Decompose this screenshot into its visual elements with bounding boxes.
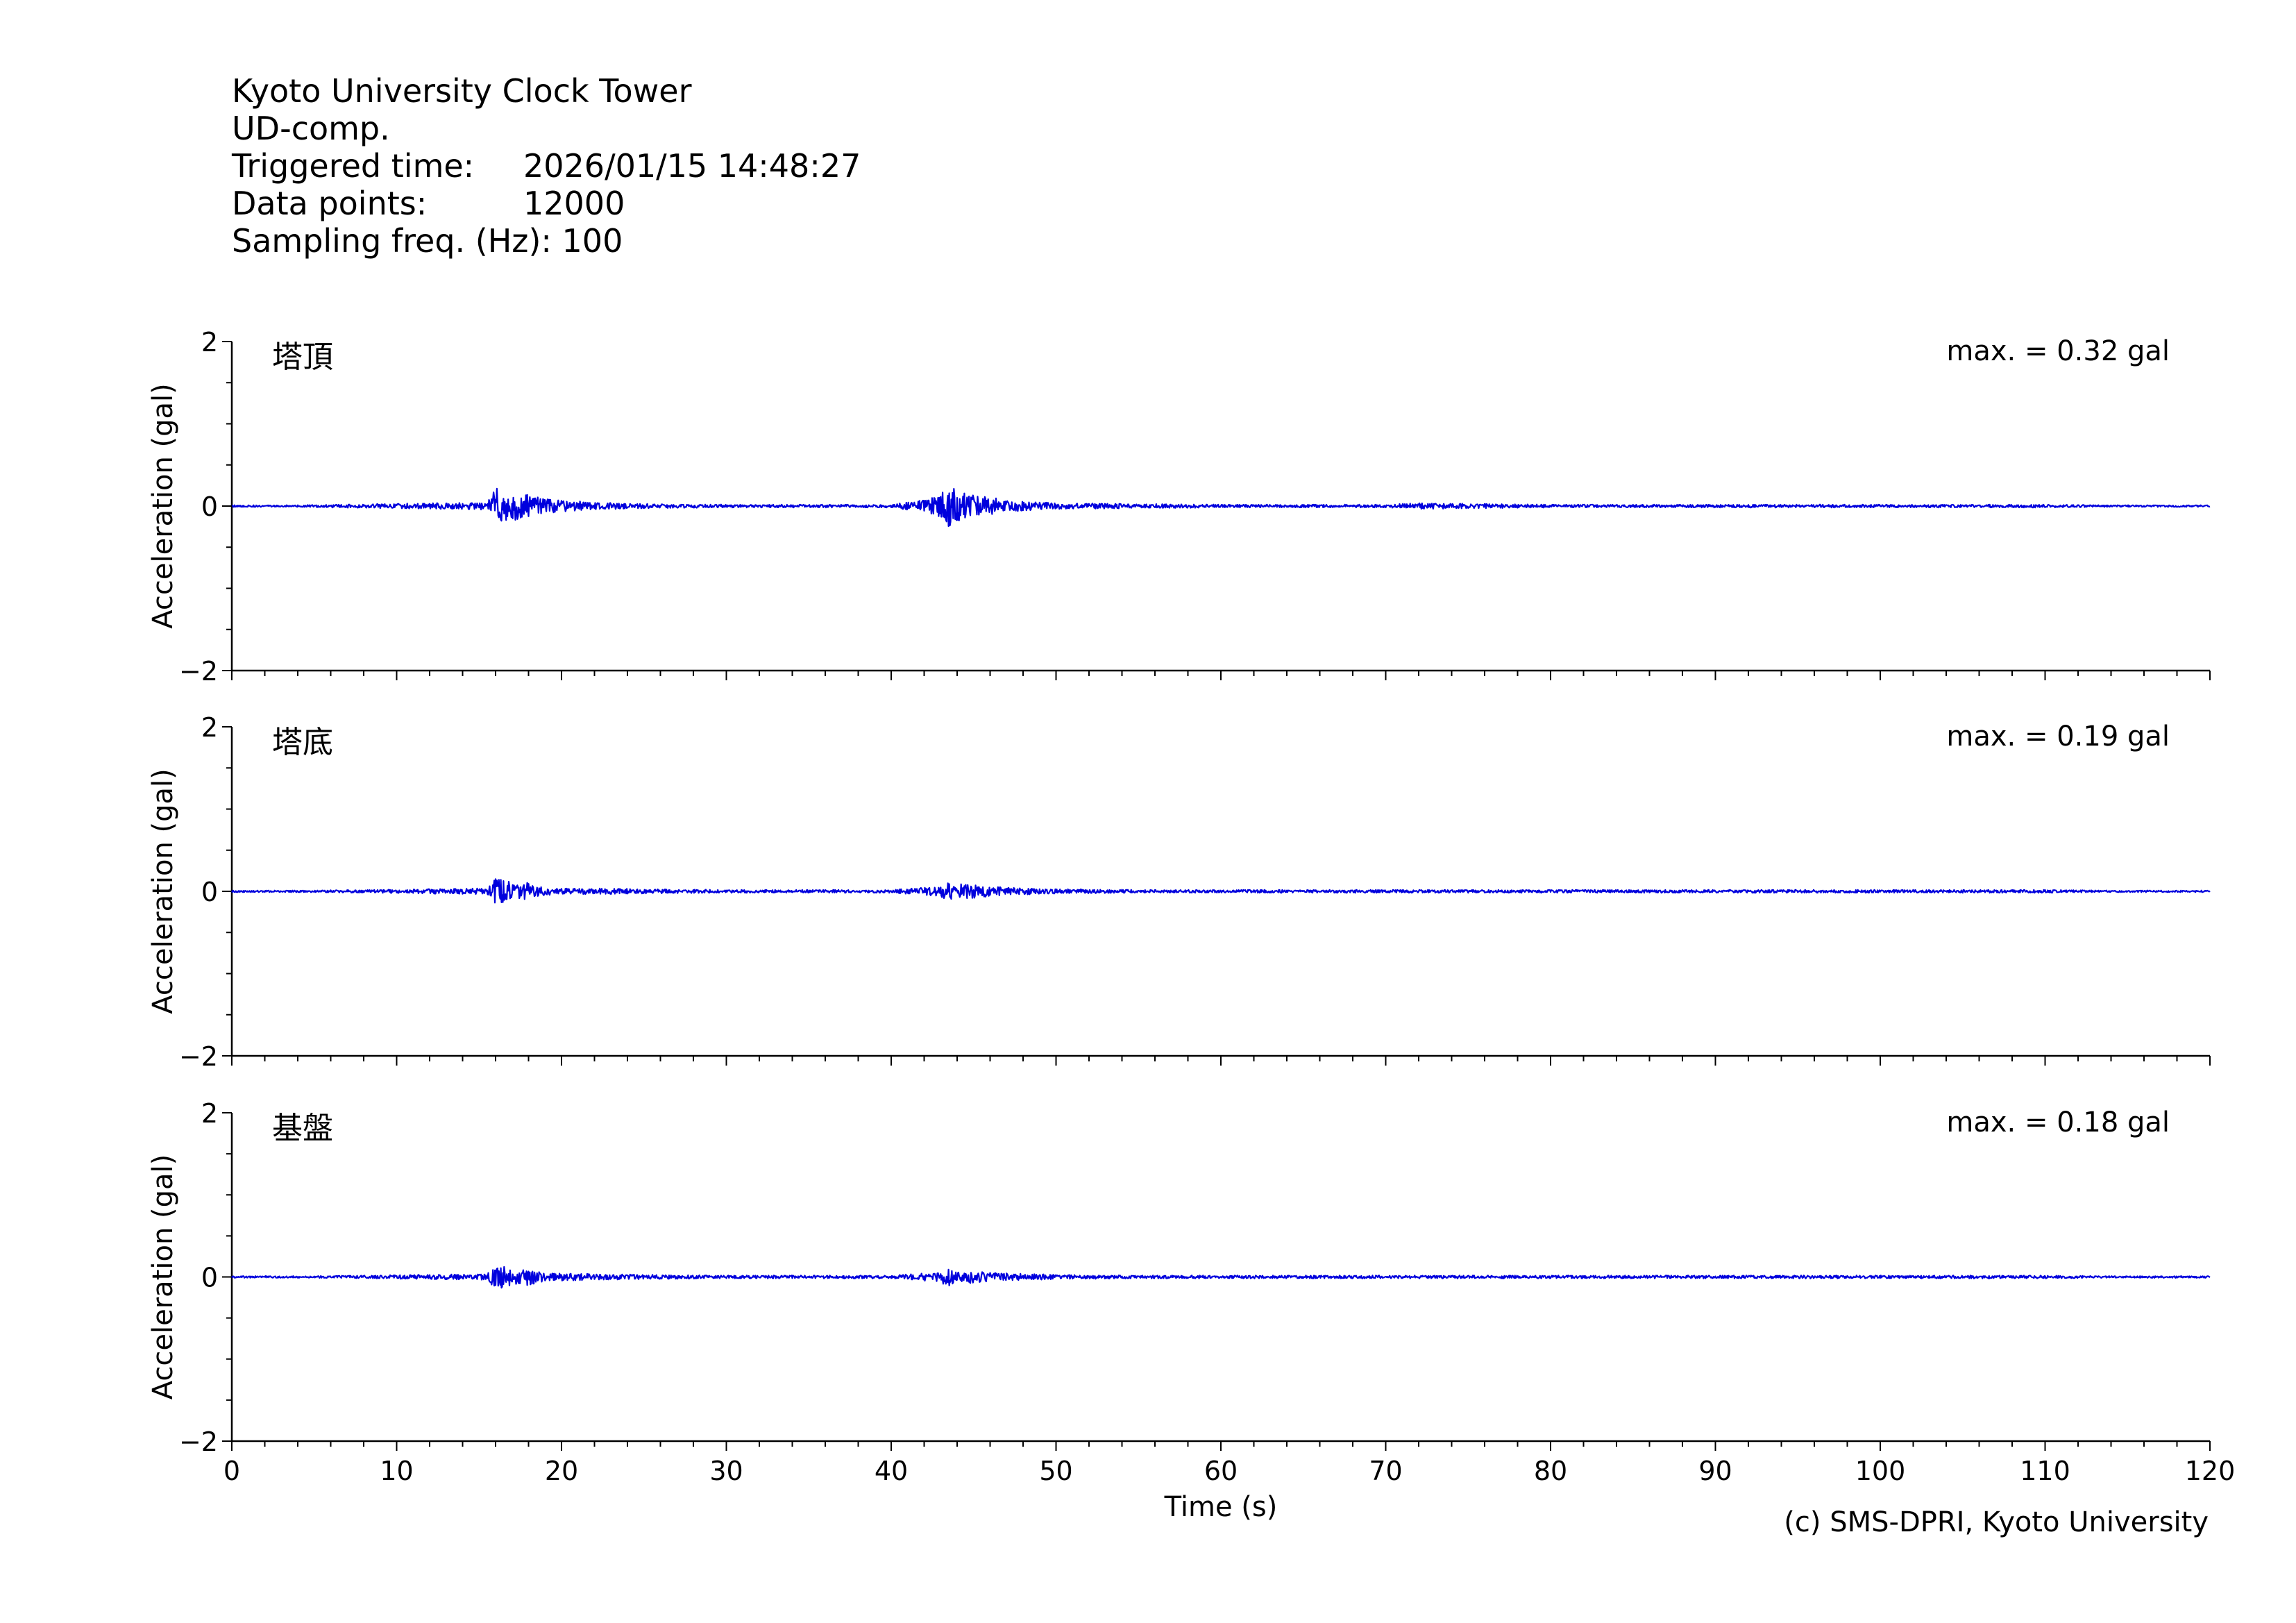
triggered-time-label: Triggered time: (232, 147, 475, 185)
x-tick-label: 30 (709, 1456, 743, 1486)
data-points-value: 12000 (523, 185, 625, 222)
sampling-freq-row: Sampling freq. (Hz): 100 (232, 222, 861, 260)
sampling-freq-label: Sampling freq. (Hz): (232, 222, 552, 260)
x-tick-label: 10 (380, 1456, 413, 1486)
x-tick-label: 50 (1039, 1456, 1072, 1486)
data-points-label: Data points: (232, 185, 428, 222)
y-axis-label: Acceleration (gal) (147, 1154, 179, 1400)
max-value-label: max. = 0.19 gal (1946, 721, 2170, 752)
x-tick-label: 40 (875, 1456, 908, 1486)
record-header: Kyoto University Clock Tower UD-comp. Tr… (232, 72, 861, 260)
y-tick-label: 0 (201, 877, 218, 907)
panel-label: 塔頂 (272, 339, 333, 375)
y-tick-label: 2 (201, 1098, 218, 1129)
x-tick-label: 60 (1204, 1456, 1238, 1486)
copyright-credit: (c) SMS-DPRI, Kyoto University (1784, 1506, 2209, 1538)
triggered-time-value: 2026/01/15 14:48:27 (523, 147, 861, 185)
y-tick-label: 2 (201, 712, 218, 743)
panel-label: 基盤 (272, 1111, 333, 1146)
y-tick-label: −2 (179, 1041, 218, 1072)
x-axis-label: Time (s) (1164, 1491, 1278, 1523)
max-value-label: max. = 0.18 gal (1946, 1107, 2170, 1138)
waveform-trace (231, 487, 2211, 528)
y-tick-label: 2 (201, 327, 218, 358)
y-tick-label: 0 (201, 491, 218, 522)
x-tick-label: 110 (2020, 1456, 2070, 1486)
waveform-trace (230, 878, 2211, 904)
y-tick-label: −2 (179, 656, 218, 687)
station-name: Kyoto University Clock Tower (232, 72, 692, 110)
sampling-freq-value: 100 (562, 222, 623, 260)
y-axis-label: Acceleration (gal) (147, 768, 179, 1014)
y-axis-label: Acceleration (gal) (147, 383, 179, 629)
max-value-label: max. = 0.32 gal (1946, 335, 2170, 367)
x-tick-label: 100 (1855, 1456, 1906, 1486)
panel-label: 塔底 (272, 725, 333, 760)
x-tick-label: 20 (545, 1456, 578, 1486)
triggered-time-row: Triggered time: 2026/01/15 14:48:27 (232, 147, 861, 185)
y-tick-label: −2 (179, 1427, 218, 1457)
x-tick-label: 120 (2185, 1456, 2236, 1486)
x-tick-label: 80 (1534, 1456, 1567, 1486)
data-points-row: Data points: 12000 (232, 185, 861, 222)
x-tick-label: 70 (1369, 1456, 1402, 1486)
waveform-trace (231, 1265, 2211, 1289)
x-tick-label: 90 (1698, 1456, 1732, 1486)
y-tick-label: 0 (201, 1263, 218, 1293)
x-tick-label: 0 (223, 1456, 240, 1486)
component-name: UD-comp. (232, 110, 390, 147)
